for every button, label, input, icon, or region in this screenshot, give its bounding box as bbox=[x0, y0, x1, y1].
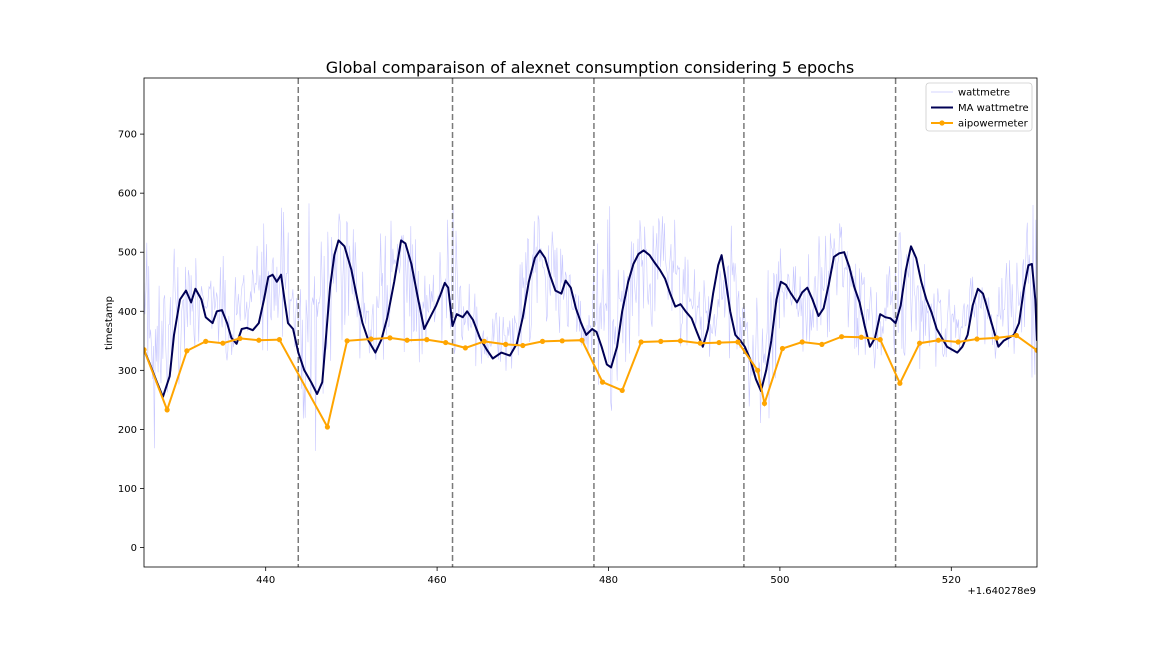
y-axis-label: timestamp bbox=[104, 296, 115, 350]
aipowermeter-point bbox=[974, 336, 980, 342]
aipowermeter-point bbox=[520, 342, 526, 349]
aipowermeter-point bbox=[203, 338, 209, 344]
epoch-label: epoch 7 bbox=[450, 100, 486, 136]
aipowermeter-point bbox=[481, 338, 487, 344]
y-tick-label: 500 bbox=[118, 248, 137, 259]
x-tick-label: 440 bbox=[256, 575, 275, 586]
aipowermeter-point bbox=[858, 334, 864, 340]
aipowermeter-point bbox=[761, 400, 768, 407]
y-tick-label: 700 bbox=[118, 130, 137, 141]
legend-label: aipowermeter bbox=[958, 119, 1029, 130]
aipowermeter-point bbox=[994, 335, 1000, 341]
aipowermeter-point bbox=[462, 345, 468, 351]
chart-title: Global comparaison of alexnet consumptio… bbox=[326, 58, 855, 77]
aipowermeter-point bbox=[256, 337, 262, 343]
x-tick-label: 520 bbox=[942, 575, 961, 586]
epoch-label: epoch 8 bbox=[591, 100, 627, 136]
aipowermeter-point bbox=[779, 345, 786, 352]
aipowermeter-point bbox=[1034, 347, 1037, 353]
aipowermeter-point bbox=[935, 337, 942, 343]
legend-label: MA wattmetre bbox=[958, 103, 1029, 114]
plot-area: epoch 5 epoch 6 epoch 7 epoch 8 epoch 9 epoch… bbox=[118, 77, 1038, 586]
aipowermeter-point bbox=[503, 341, 509, 347]
y-tick-label: 200 bbox=[118, 425, 137, 436]
series-ma-wattmetre-line bbox=[144, 239, 1037, 398]
aipowermeter-point bbox=[344, 338, 350, 344]
aipowermeter-point bbox=[324, 424, 330, 430]
aipowermeter-point bbox=[539, 338, 546, 344]
legend: wattmetre MA wattmetre aipowermeter bbox=[925, 82, 1033, 132]
aipowermeter-point bbox=[839, 334, 845, 340]
aipowermeter-point bbox=[916, 340, 923, 346]
aipowermeter-point bbox=[220, 340, 226, 346]
series-aipowermeter-line bbox=[144, 334, 1037, 430]
aipowermeter-point bbox=[368, 336, 374, 342]
y-tick-label: 300 bbox=[118, 366, 137, 377]
epoch-label: epoch 5 bbox=[141, 100, 177, 136]
aipowermeter-point bbox=[559, 338, 565, 344]
aipowermeter-point bbox=[237, 335, 243, 342]
aipowermeter-point bbox=[1013, 332, 1020, 339]
aipowermeter-point bbox=[658, 338, 664, 344]
legend-label: wattmetre bbox=[958, 88, 1010, 99]
aipowermeter-point bbox=[955, 339, 961, 345]
aipowermeter-point bbox=[144, 347, 147, 353]
aipowermeter-point bbox=[443, 339, 449, 346]
aipowermeter-point bbox=[599, 379, 606, 385]
y-tick-label: 0 bbox=[131, 543, 137, 554]
aipowermeter-point bbox=[716, 339, 722, 346]
x-axis-offset-label: +1.640278e9 bbox=[967, 586, 1036, 597]
aipowermeter-point bbox=[579, 337, 585, 343]
aipowermeter-point bbox=[819, 341, 825, 347]
y-tick-label: 100 bbox=[118, 484, 137, 495]
aipowermeter-point bbox=[755, 367, 761, 373]
aipowermeter-point bbox=[276, 337, 283, 343]
aipowermeter-point bbox=[697, 340, 703, 346]
legend-box bbox=[925, 82, 1033, 132]
aipowermeter-point bbox=[799, 339, 805, 345]
y-tick-label: 400 bbox=[118, 307, 137, 318]
aipowermeter-point bbox=[735, 339, 741, 345]
y-tick-label: 600 bbox=[118, 189, 137, 200]
aipowermeter-point bbox=[387, 335, 393, 341]
x-tick-label: 480 bbox=[599, 575, 618, 586]
plot-frame bbox=[143, 77, 1038, 568]
aipowermeter-point bbox=[638, 339, 644, 345]
aipowermeter-point bbox=[677, 338, 684, 344]
aipowermeter-point bbox=[184, 348, 190, 354]
x-tick-label: 500 bbox=[770, 575, 789, 586]
epoch-label: epoch 9 bbox=[741, 100, 777, 136]
aipowermeter-point bbox=[619, 387, 625, 394]
aipowermeter-point bbox=[404, 337, 410, 343]
x-tick-label: 460 bbox=[428, 575, 447, 586]
aipowermeter-point bbox=[877, 337, 883, 343]
aipowermeter-point bbox=[424, 337, 430, 343]
legend-marker bbox=[939, 120, 945, 126]
epoch-label: epoch 6 bbox=[296, 100, 332, 136]
aipowermeter-point bbox=[164, 407, 170, 413]
series-wattmetre-line bbox=[144, 203, 1037, 451]
aipowermeter-point bbox=[897, 380, 903, 386]
